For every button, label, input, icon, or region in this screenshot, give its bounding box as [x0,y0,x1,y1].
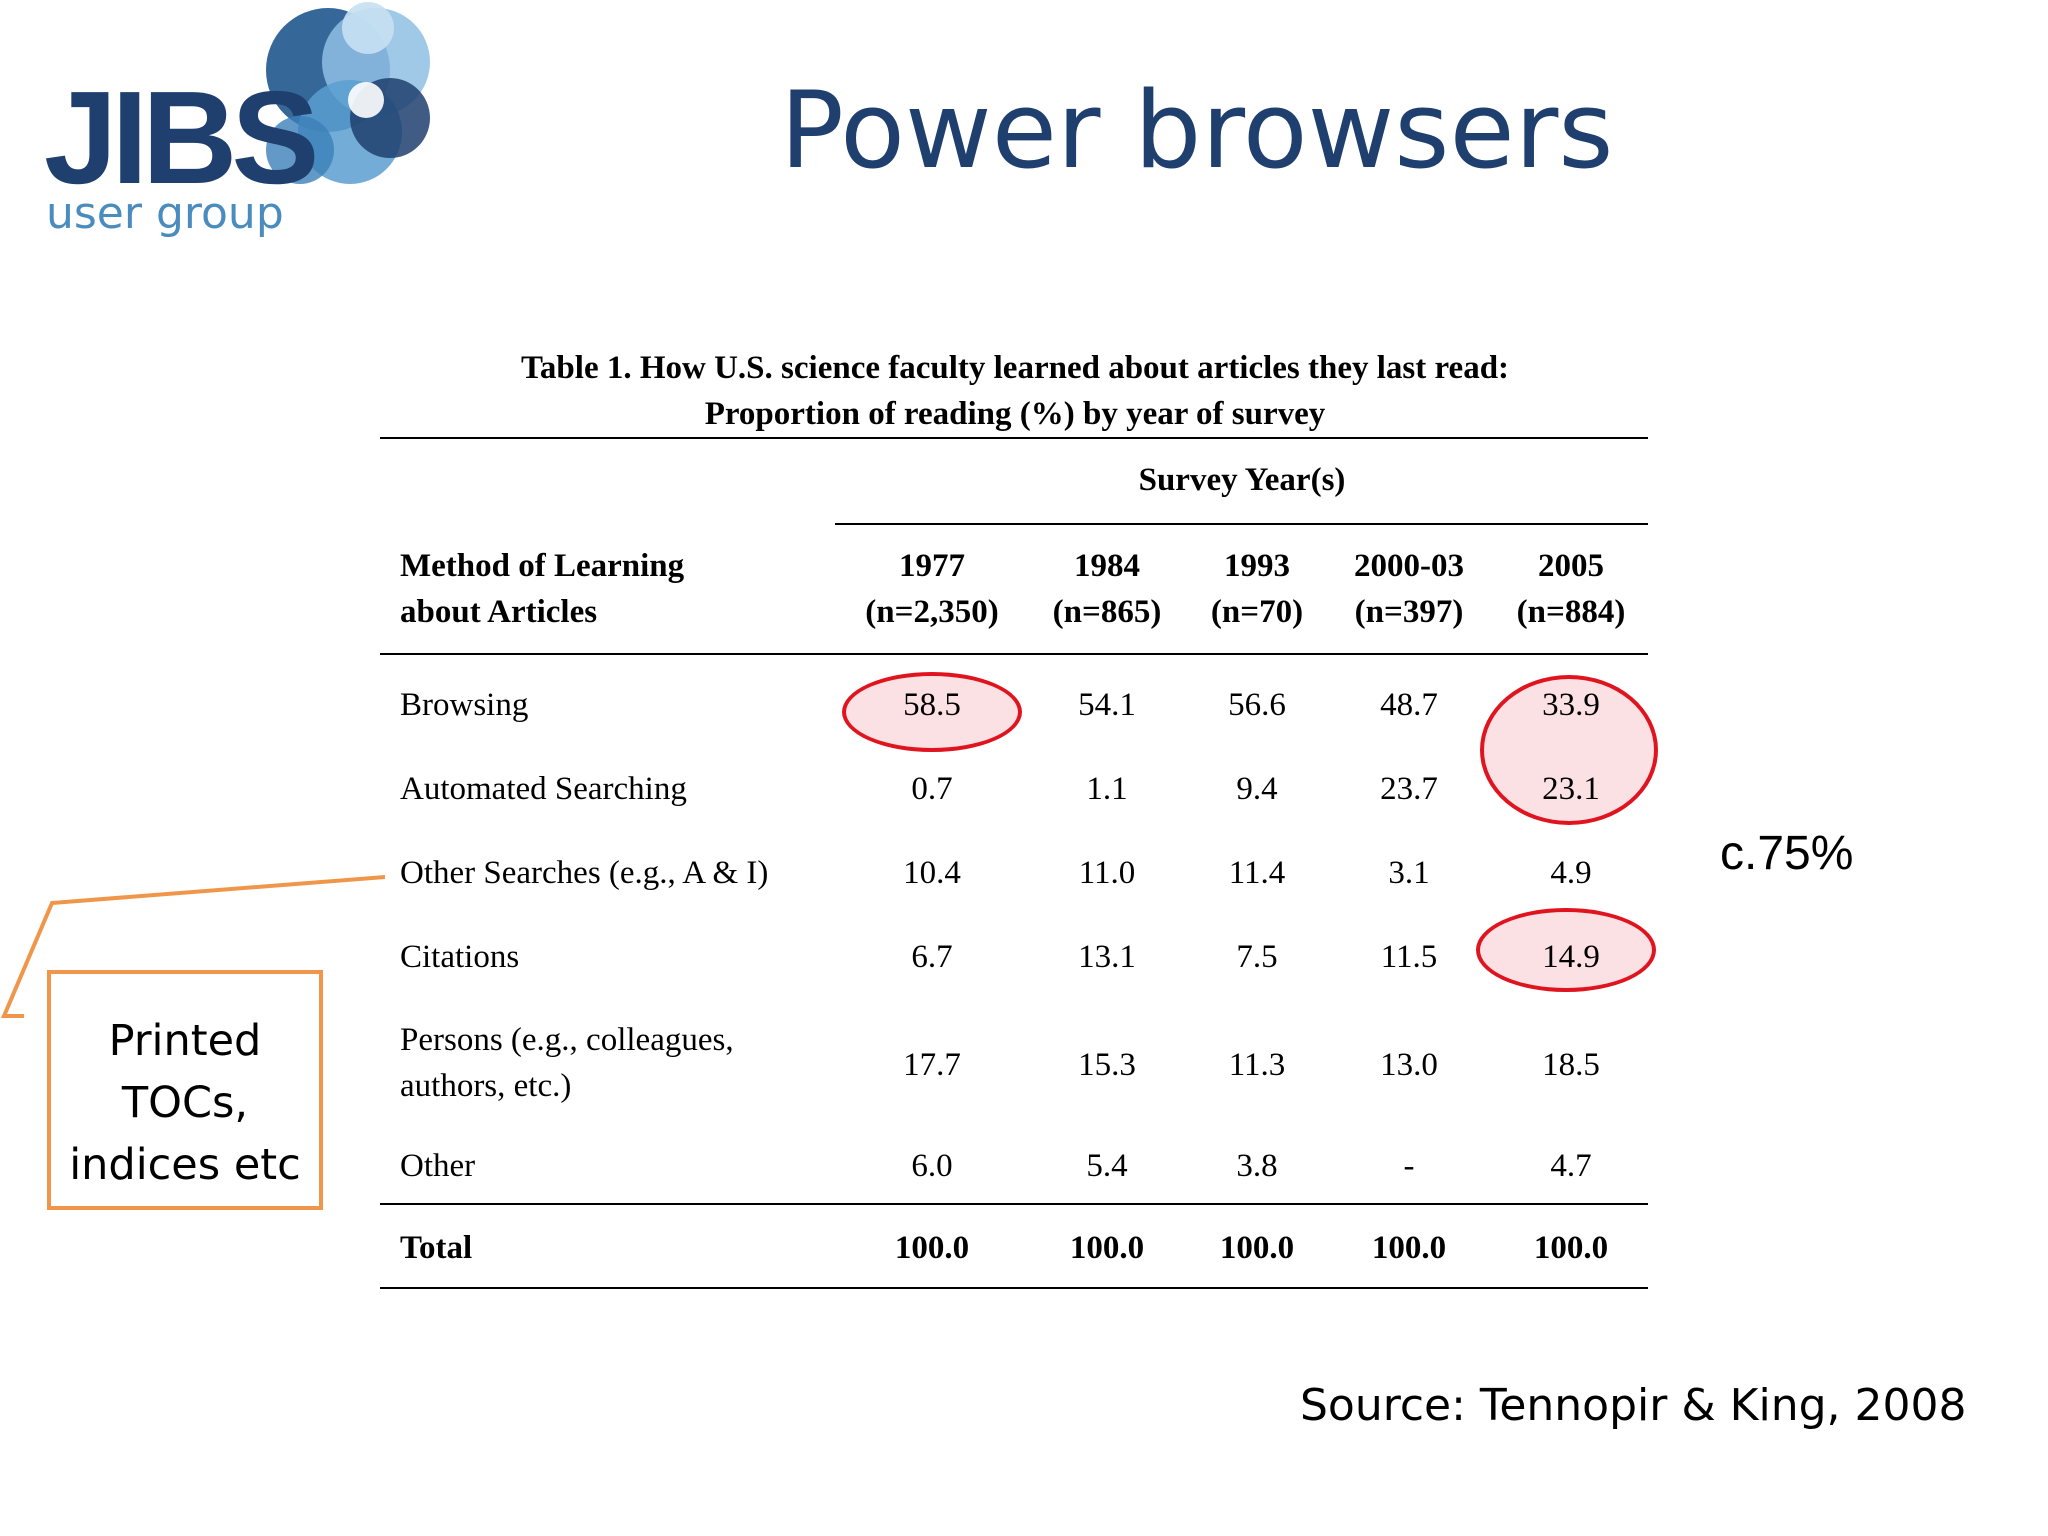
table-cell: 15.3 [1078,1047,1136,1083]
column-sample-size: (n=70) [1210,594,1304,630]
table-caption: Table 1. How U.S. science faculty learne… [380,345,1650,437]
table-total-cell: 100.0 [1533,1230,1609,1266]
percent-note: c.75% [1720,827,1854,880]
table-cell: - [1403,1148,1415,1184]
column-sample-size: (n=865) [1052,594,1162,630]
row-label-persons-line-2: authors, etc.) [400,1068,572,1104]
column-year: 1993 [1223,548,1290,584]
table-cell: 13.0 [1380,1047,1438,1083]
survey-year-header: Survey Year(s) [1138,462,1346,498]
table-cell: 56.6 [1228,687,1286,723]
table-cell: 10.4 [903,855,961,891]
logo-circles-graphic [266,2,430,184]
table-cell: 6.0 [911,1148,953,1184]
source-citation: Source: Tennopir & King, 2008 [1300,1380,1967,1431]
table-cell: 9.4 [1236,771,1278,807]
table-cell: 0.7 [911,771,953,807]
column-sample-size: (n=884) [1516,594,1626,630]
table-cell: 11.3 [1228,1047,1286,1083]
column-header-2005: 2005 (n=884) [1517,543,1626,635]
column-sample-size: (n=2,350) [865,594,999,630]
callout-connector-line [0,875,386,1018]
row-label-citations: Citations [400,939,520,975]
column-year: 2000-03 [1354,548,1464,584]
method-header: Method of Learning about Articles [400,543,684,635]
total-top-rule [380,1203,1648,1205]
table-cell: 33.9 [1542,687,1600,723]
table-cell: 11.5 [1380,939,1438,975]
row-label-browsing: Browsing [400,687,529,723]
table-cell: 54.1 [1078,687,1136,723]
table-total-cell: 100.0 [1371,1230,1447,1266]
row-label-automated-searching: Automated Searching [400,771,687,807]
table-cell: 3.1 [1388,855,1430,891]
table-cell: 6.7 [911,939,953,975]
table-cell: 7.5 [1236,939,1278,975]
callout-box: Printed TOCs, indices etc [47,970,323,1210]
method-header-line-1: Method of Learning [400,548,685,584]
table-caption-line-1: Table 1. How U.S. science faculty learne… [520,350,1510,386]
highlight-circle-2005-browsing-searching [1480,675,1658,825]
table-cell: 14.9 [1542,939,1600,975]
logo-wordmark: JIBS [44,64,319,211]
column-header-1984: 1984 (n=865) [1053,543,1162,635]
table-total-cell: 100.0 [1069,1230,1145,1266]
table-cell: 4.7 [1550,1148,1592,1184]
highlight-circle-citations-2005 [1476,908,1656,992]
table-cell: 13.1 [1078,939,1136,975]
survey-year-rule [835,523,1648,525]
column-header-1993: 1993 (n=70) [1211,543,1303,635]
table-cell: 5.4 [1086,1148,1128,1184]
header-bottom-rule [380,653,1648,655]
row-label-other: Other [400,1148,476,1184]
highlight-circle-browsing-1977 [842,672,1022,752]
row-label-total: Total [400,1230,473,1266]
table-cell: 11.4 [1228,855,1286,891]
table-top-rule [380,437,1648,439]
logo-tagline: user group [46,188,284,239]
table-cell: 23.1 [1542,771,1600,807]
table-cell: 4.9 [1550,855,1592,891]
table-total-cell: 100.0 [894,1230,970,1266]
table-cell: 17.7 [903,1047,961,1083]
table-bottom-rule [380,1287,1648,1289]
column-year: 1977 [898,548,965,584]
callout-line-1: Printed [108,1016,262,1066]
column-year: 2005 [1537,548,1604,584]
table-total-cell: 100.0 [1219,1230,1295,1266]
table-caption-line-2: Proportion of reading (%) by year of sur… [704,396,1326,432]
column-header-2000-03: 2000-03 (n=397) [1354,543,1464,635]
callout-line-2: TOCs, [121,1078,249,1128]
table-cell: 3.8 [1236,1148,1278,1184]
table-cell: 23.7 [1380,771,1438,807]
column-sample-size: (n=397) [1354,594,1464,630]
table-cell: 48.7 [1380,687,1438,723]
table-cell: 1.1 [1086,771,1128,807]
slide-title: Power browsers [780,69,1614,192]
row-label-persons-line-1: Persons (e.g., colleagues, [400,1022,734,1058]
column-header-1977: 1977 (n=2,350) [865,543,998,635]
data-table: Table 1. How U.S. science faculty learne… [380,345,1658,1289]
callout-line-3: indices etc [69,1140,301,1190]
method-header-line-2: about Articles [400,594,598,630]
jibs-logo: JIBS user group [38,0,438,250]
row-label-persons: Persons (e.g., colleagues, authors, etc.… [400,1017,734,1109]
table-cell: 11.0 [1078,855,1136,891]
table-cell: 18.5 [1542,1047,1600,1083]
column-year: 1984 [1073,548,1140,584]
table-cell: 58.5 [903,687,961,723]
row-label-other-searches: Other Searches (e.g., A & I) [400,855,769,891]
